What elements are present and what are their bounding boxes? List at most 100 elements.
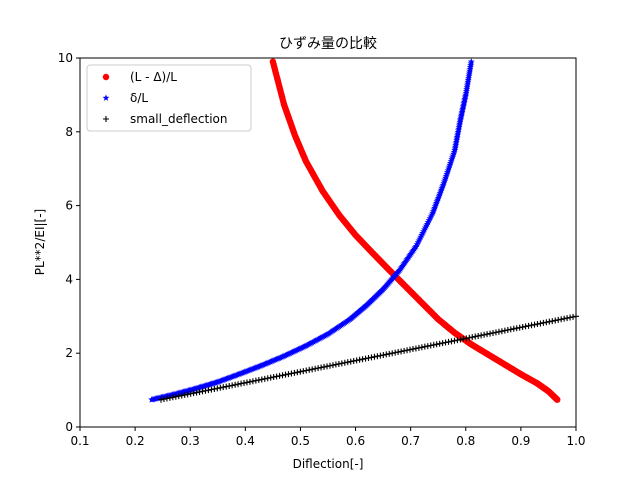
legend-label: small_deflection (130, 112, 228, 126)
data-point (498, 328, 505, 335)
data-point (451, 337, 458, 344)
data-point (401, 347, 408, 354)
data-point (519, 324, 526, 331)
data-point (181, 391, 188, 398)
data-point (475, 332, 482, 339)
data-point (543, 319, 550, 326)
data-point (294, 369, 301, 376)
data-point (507, 326, 514, 333)
x-tick-label: 1.0 (566, 434, 585, 448)
data-point (392, 349, 399, 356)
data-point (199, 388, 206, 395)
data-point (513, 325, 520, 332)
y-axis-label: PL**2/EI|[-] (33, 209, 47, 275)
y-tick-label: 4 (65, 272, 73, 286)
data-point (460, 335, 467, 342)
data-point (549, 318, 556, 325)
data-point (421, 343, 428, 350)
data-point (208, 386, 215, 393)
data-point (534, 321, 541, 328)
data-point (252, 377, 259, 384)
data-point (223, 383, 230, 390)
data-point (166, 394, 173, 401)
data-point (249, 378, 256, 385)
data-point (398, 348, 405, 355)
x-tick-label: 0.8 (456, 434, 475, 448)
x-tick-label: 0.3 (181, 434, 200, 448)
legend-marker (102, 73, 110, 81)
data-point (270, 374, 277, 381)
data-point (300, 368, 307, 375)
data-point (261, 375, 268, 382)
data-point (309, 366, 316, 373)
data-point (356, 356, 363, 363)
data-point (276, 372, 283, 379)
data-point (175, 393, 182, 400)
data-point (564, 315, 571, 322)
data-point (433, 341, 440, 348)
data-point (318, 364, 325, 371)
data-point (187, 390, 194, 397)
data-point (510, 325, 517, 332)
data-point (258, 376, 265, 383)
data-point (324, 363, 331, 370)
data-point (371, 353, 378, 360)
data-point (163, 395, 170, 402)
data-point (487, 330, 494, 337)
chart-title: ひずみ量の比較 (279, 36, 377, 52)
data-point (407, 346, 414, 353)
data-point (267, 374, 274, 381)
legend-marker (103, 116, 109, 122)
data-point (531, 321, 538, 328)
data-point (297, 368, 304, 375)
data-point (338, 360, 345, 367)
data-point (217, 384, 224, 391)
data-point (347, 358, 354, 365)
data-point (495, 328, 502, 335)
data-point (383, 351, 390, 358)
data-point (365, 354, 372, 361)
data-point (389, 350, 396, 357)
data-point (404, 347, 411, 354)
data-point (235, 381, 242, 388)
y-tick-label: 8 (65, 125, 73, 139)
data-point (522, 323, 529, 330)
data-point (282, 371, 289, 378)
x-axis-label: Diflection[-] (293, 457, 364, 471)
y-tick-label: 10 (58, 51, 73, 65)
data-point (445, 338, 452, 345)
data-point (238, 380, 245, 387)
data-point (264, 375, 271, 382)
data-point (332, 361, 339, 368)
data-point (374, 353, 381, 360)
data-point (484, 331, 491, 338)
data-point (570, 313, 577, 320)
data-point (246, 378, 253, 385)
data-point (220, 384, 227, 391)
data-point (430, 341, 437, 348)
data-point (329, 362, 336, 369)
data-point (567, 314, 574, 321)
data-point (377, 352, 384, 359)
data-point (528, 322, 535, 329)
data-point (516, 324, 523, 331)
data-point (359, 356, 366, 363)
data-point (442, 339, 449, 346)
data-point (353, 357, 360, 364)
data-point (211, 385, 218, 392)
data-point (158, 396, 165, 403)
data-point (412, 345, 419, 352)
data-point (285, 371, 292, 378)
data-point (552, 317, 559, 324)
data-point (178, 392, 185, 399)
data-point (492, 329, 499, 336)
data-point (380, 352, 387, 359)
data-point (546, 318, 553, 325)
data-point (472, 333, 479, 340)
plot-frame (79, 57, 577, 428)
data-point (335, 360, 342, 367)
y-tick-label: 0 (65, 420, 73, 434)
data-point (341, 359, 348, 366)
series-1 (148, 58, 475, 403)
data-point (418, 344, 425, 351)
